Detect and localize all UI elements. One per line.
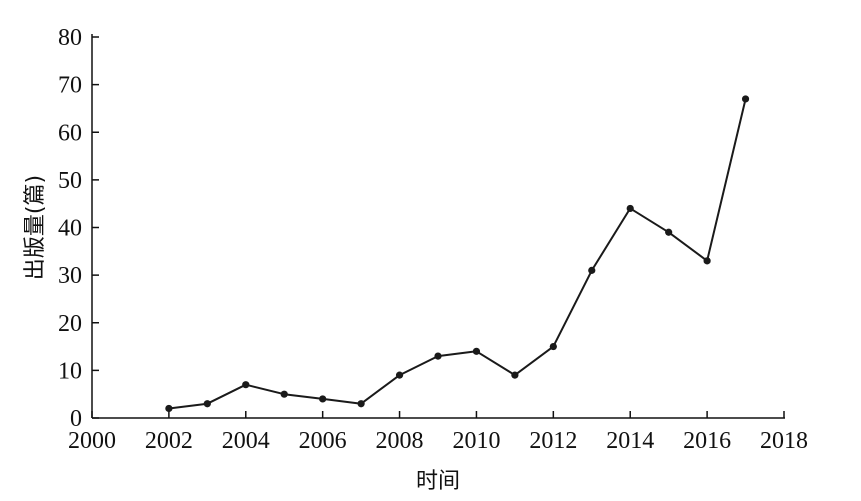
y-tick-label: 60: [58, 120, 82, 146]
y-axis-ticks: 0 10 20 30 40 50 60 70 80: [58, 25, 99, 432]
y-tick-label: 10: [58, 358, 82, 384]
x-tick-label: 2008: [376, 428, 424, 454]
x-tick-label: 2012: [529, 428, 577, 454]
y-tick-label: 40: [58, 216, 82, 242]
x-tick-label: 2016: [683, 428, 731, 454]
data-point: [242, 381, 250, 389]
data-point: [741, 95, 750, 103]
x-axis-ticks: 2000 2002 2004 2006 2008 2010 2012 2014 2016 2018: [68, 411, 808, 454]
data-point: [588, 266, 596, 274]
data-point: [357, 400, 365, 408]
x-tick-label: 2006: [299, 428, 347, 454]
data-point: [319, 395, 327, 403]
axes: [91, 34, 785, 419]
x-tick-label: 2010: [452, 428, 500, 454]
data-point: [703, 257, 711, 265]
y-tick-label: 0: [70, 406, 82, 432]
x-tick-label: 2014: [606, 428, 654, 454]
y-tick-label: 70: [58, 73, 82, 99]
data-point: [665, 228, 673, 236]
series-line: [168, 98, 747, 410]
y-tick-label: 30: [58, 263, 82, 289]
x-axis-title: 时间: [416, 469, 460, 494]
x-tick-label: 2002: [145, 428, 193, 454]
x-tick-label: 2018: [760, 428, 808, 454]
data-point: [472, 347, 481, 355]
data-point: [511, 371, 519, 379]
y-tick-label: 50: [58, 168, 82, 194]
data-point: [165, 404, 173, 413]
data-point: [395, 371, 404, 379]
data-point: [203, 400, 211, 408]
series-layer: [165, 95, 750, 413]
x-tick-label: 2004: [222, 428, 270, 454]
data-point: [280, 390, 288, 398]
data-point: [434, 352, 442, 360]
y-axis-title: 出版量(篇): [23, 175, 48, 280]
x-tick-label: 2000: [68, 428, 116, 454]
y-tick-label: 80: [58, 25, 82, 51]
y-tick-label: 20: [58, 311, 82, 337]
data-point: [626, 204, 634, 213]
data-point: [549, 342, 557, 351]
